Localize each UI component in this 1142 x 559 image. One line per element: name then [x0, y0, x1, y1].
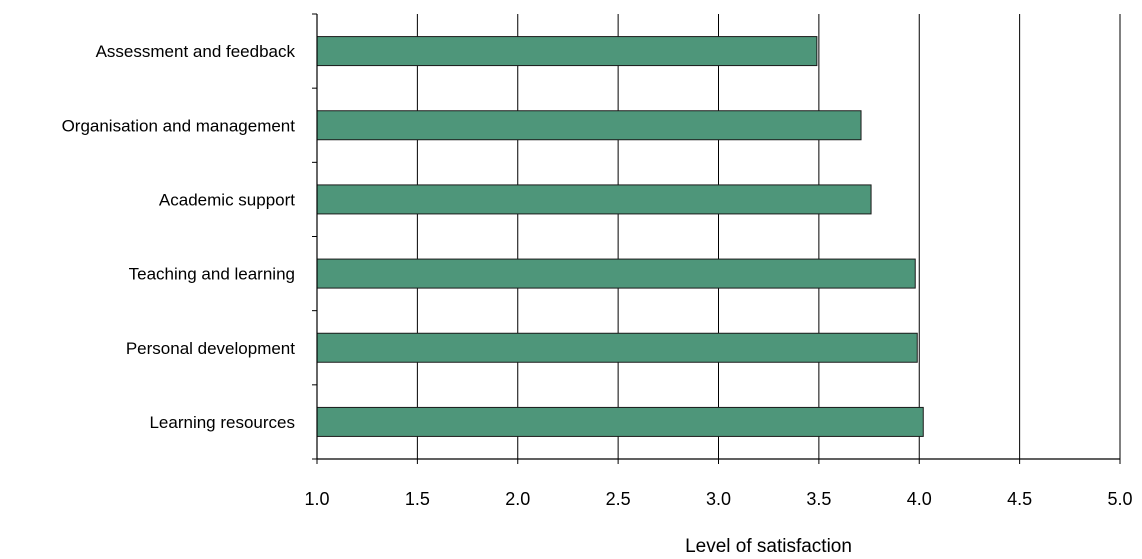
x-tick-label: 4.5	[1007, 489, 1032, 509]
x-tick-label: 4.0	[907, 489, 932, 509]
x-tick-label: 1.0	[304, 489, 329, 509]
x-axis-title: Level of satisfaction	[685, 536, 852, 557]
category-label: Assessment and feedback	[96, 42, 296, 61]
bars	[316, 36, 924, 437]
category-label: Organisation and management	[62, 116, 296, 135]
grid-lines	[416, 14, 1121, 459]
bar	[316, 184, 872, 215]
category-label: Personal development	[126, 339, 295, 358]
bar	[316, 110, 862, 141]
category-label: Teaching and learning	[129, 265, 295, 284]
labels: 1.0 1.5 2.0 2.5 3.0 3.5 4.0 4.5 5.0 Assessment an…	[62, 42, 1133, 509]
x-tick-label: 5.0	[1107, 489, 1132, 509]
category-label: Academic support	[159, 190, 295, 209]
x-tick-label: 1.5	[405, 489, 430, 509]
bar	[316, 36, 818, 67]
bar	[316, 332, 918, 363]
x-tick-label: 3.5	[806, 489, 831, 509]
x-tick-label: 2.0	[505, 489, 530, 509]
axes	[312, 13, 1121, 464]
category-label: Learning resources	[149, 413, 295, 432]
bar	[316, 258, 916, 289]
x-tick-label: 2.5	[606, 489, 631, 509]
bar	[316, 406, 924, 437]
x-tick-label: 3.0	[706, 489, 731, 509]
